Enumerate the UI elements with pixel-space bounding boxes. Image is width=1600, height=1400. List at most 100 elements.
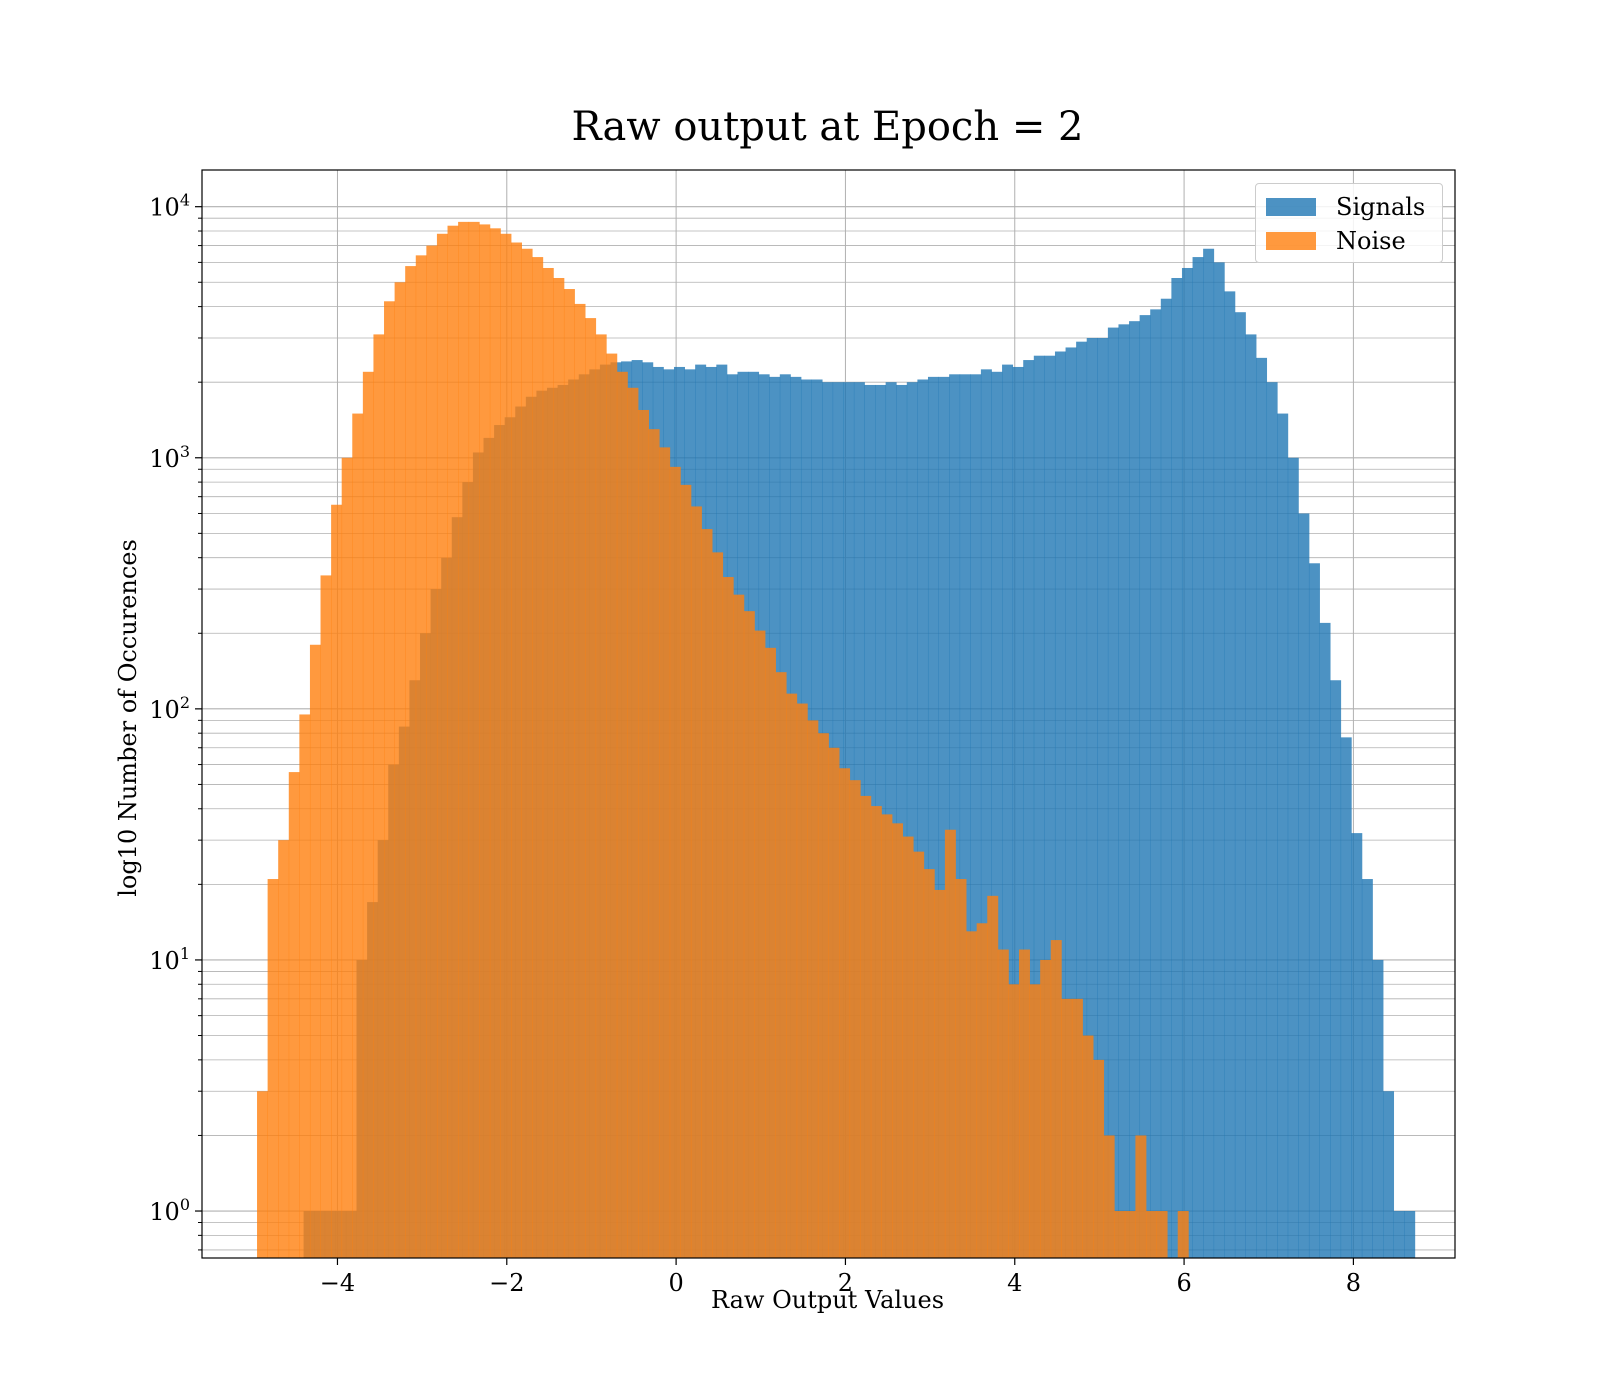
histogram-bar <box>1086 337 1098 1258</box>
histogram-bar <box>1234 312 1246 1258</box>
histogram-bar <box>1118 324 1130 1258</box>
histogram-bar <box>1150 309 1162 1258</box>
histogram-bar <box>1044 355 1056 1259</box>
histogram-bar <box>362 371 374 1259</box>
y-tick-label: 104 <box>149 191 190 222</box>
x-axis-ticks: −4 −2 0 2 4 6 8 <box>320 1258 1361 1297</box>
histogram-bar <box>1213 262 1225 1258</box>
x-tick-label: 2 <box>838 1269 853 1297</box>
legend-label-signals: Signals <box>1336 193 1426 221</box>
histogram-bar <box>415 255 427 1258</box>
histogram-bar <box>1114 1211 1126 1258</box>
histogram-bar <box>659 447 671 1259</box>
histogram-bar <box>1103 1135 1115 1258</box>
histogram-bar <box>288 772 300 1258</box>
histogram-bar <box>1308 563 1320 1258</box>
histogram-bar <box>997 949 1009 1258</box>
histogram-bar <box>468 221 480 1259</box>
histogram-bar <box>959 374 971 1258</box>
histogram-bar <box>500 233 512 1258</box>
legend-item-noise: Noise <box>1266 226 1406 256</box>
y-axis-ticks: 100 101 102 103 104 <box>149 191 202 1251</box>
histogram-bar <box>648 429 660 1258</box>
histogram-bar <box>902 836 914 1258</box>
histogram-bar <box>1054 351 1066 1258</box>
histogram-bar <box>1076 341 1088 1258</box>
histogram-bar <box>1277 413 1289 1258</box>
histogram-bar <box>638 409 649 1258</box>
histogram-bar <box>1129 321 1141 1259</box>
histogram-bar <box>309 644 321 1258</box>
histogram-bar <box>616 371 628 1259</box>
histogram-bar <box>881 814 893 1258</box>
histogram-bar <box>765 647 776 1258</box>
histogram-bar <box>1287 457 1299 1258</box>
histogram-bar <box>585 318 597 1258</box>
histogram-bar <box>1139 315 1151 1259</box>
histogram-bar <box>1266 382 1278 1258</box>
histogram-bar <box>320 575 332 1258</box>
histogram-bar <box>542 267 554 1259</box>
histogram-bar <box>1383 1091 1395 1258</box>
histogram-bar <box>1082 1035 1094 1258</box>
histogram-bar <box>1061 998 1073 1258</box>
histogram-bar <box>521 248 533 1258</box>
histogram-bar <box>669 466 681 1258</box>
histogram-bar <box>1012 366 1024 1258</box>
histogram-bar <box>532 257 544 1258</box>
histogram-bar <box>436 233 448 1258</box>
histogram-bar <box>754 630 766 1258</box>
histogram-bar <box>944 829 956 1258</box>
histogram-bar <box>796 703 808 1258</box>
histogram-bar <box>976 923 988 1258</box>
histogram-bar <box>479 224 491 1259</box>
histogram-bar <box>405 266 417 1258</box>
x-tick-label: −4 <box>320 1269 355 1297</box>
histogram-bar <box>828 747 840 1258</box>
histogram-bar <box>1393 1211 1405 1258</box>
histogram-bar <box>991 371 1003 1259</box>
histogram-bar <box>627 387 639 1258</box>
histogram-bars <box>257 221 1416 1259</box>
histogram-bar <box>1256 357 1268 1258</box>
histogram-bar <box>1203 248 1215 1258</box>
histogram-bar <box>807 720 819 1258</box>
legend-swatch-noise <box>1266 232 1316 250</box>
histogram-bar <box>955 879 967 1258</box>
y-tick-label: 103 <box>149 442 190 473</box>
histogram-bar <box>373 334 385 1258</box>
legend-label-noise: Noise <box>1336 227 1406 255</box>
histogram-bar <box>1093 1059 1105 1258</box>
histogram-bar <box>447 225 459 1258</box>
chart-title: Raw output at Epoch = 2 <box>571 104 1084 150</box>
legend-swatch-signals <box>1266 198 1316 216</box>
histogram-bar <box>987 895 999 1258</box>
histogram-bar <box>966 931 978 1258</box>
histogram-bar <box>913 851 925 1258</box>
histogram-bar <box>384 301 396 1258</box>
histogram-bar <box>1008 984 1020 1258</box>
histogram-bar <box>775 672 787 1258</box>
histogram-bar <box>938 376 950 1259</box>
histogram-bar <box>980 369 992 1258</box>
histogram-bar <box>870 806 882 1258</box>
histogram-bar <box>574 303 586 1259</box>
histogram-bar <box>891 823 903 1258</box>
plot-frame <box>201 169 1456 1259</box>
y-axis-label: log10 Number of Occurences <box>114 539 142 897</box>
histogram-bar <box>917 379 929 1259</box>
histogram-bar <box>860 795 872 1258</box>
histogram-bar <box>733 594 745 1258</box>
histogram-bar <box>1298 513 1310 1258</box>
histogram-bar <box>1340 737 1352 1258</box>
histogram-bar <box>489 228 501 1258</box>
histogram-bar <box>839 768 851 1258</box>
histogram-bar <box>743 611 755 1258</box>
histogram-bar <box>1372 959 1384 1258</box>
histogram-bar <box>426 245 438 1259</box>
histogram-bar <box>701 529 713 1258</box>
histogram-bar <box>563 289 575 1258</box>
legend: Signals Noise <box>1255 183 1443 263</box>
histogram-bar <box>299 714 311 1258</box>
